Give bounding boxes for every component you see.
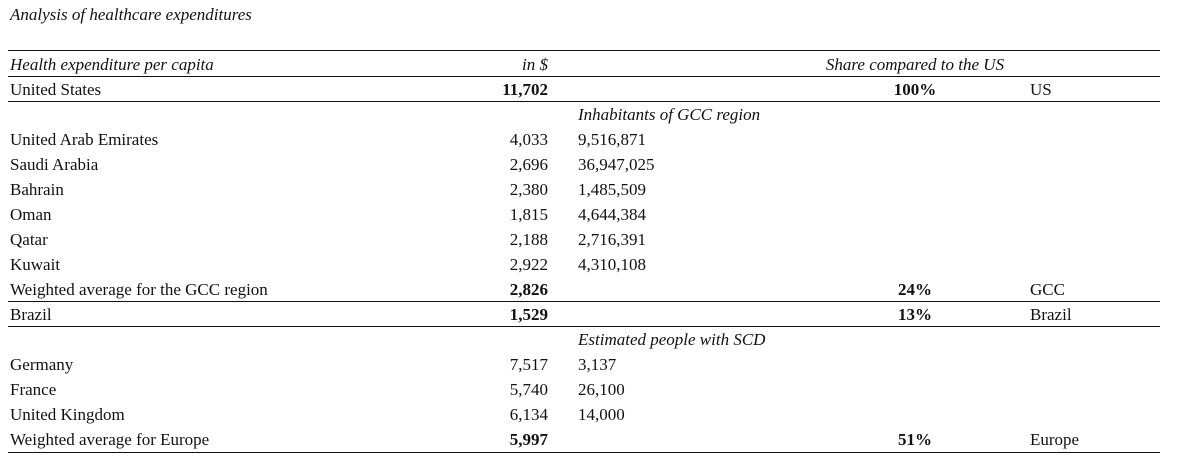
europe-average-share: 51% [898,430,932,449]
row-brazil-region: Brazil [1030,305,1072,324]
table-row-country: Oman [10,205,52,224]
table-row-value: 7,517 [509,355,548,374]
header-bottom-rule [8,76,1160,77]
document-title: Analysis of healthcare expenditures [10,5,252,24]
table-row-value: 2,696 [509,155,548,174]
table-row-country: United Arab Emirates [10,130,159,149]
table-row-inhabitants: 9,516,871 [578,130,646,149]
table-row-value: 4,033 [509,130,548,149]
header-currency-label: in $ [522,55,548,74]
table-row-inhabitants: 1,485,509 [578,180,646,199]
table-row-scd: 3,137 [578,355,617,374]
header-top-rule [8,50,1160,51]
europe-average-value: 5,997 [509,430,548,449]
table-row-value: 5,740 [509,380,548,399]
gcc-rule [8,301,1160,302]
table-row-country: Bahrain [10,180,64,199]
row-us-share: 100% [893,80,937,99]
table-row-scd: 14,000 [578,405,625,424]
gcc-average-share: 24% [898,280,932,299]
row-brazil-value: 1,529 [509,305,548,324]
table-row-value: 2,922 [509,255,548,274]
gcc-average-label: Weighted average for the GCC region [10,280,268,299]
table-row-country: United Kingdom [10,405,125,424]
table-row-inhabitants: 4,644,384 [578,205,646,224]
europe-average-label: Weighted average for Europe [10,430,210,449]
europe-rule [8,452,1160,453]
table-row-country: Germany [10,355,74,374]
table-row-inhabitants: 36,947,025 [578,155,655,174]
row-us-region: US [1030,80,1052,99]
header-share-label: Share compared to the US [825,55,1005,74]
table-row-value: 2,188 [509,230,548,249]
brazil-rule [8,326,1160,327]
row-brazil-share: 13% [898,305,932,324]
table-row-inhabitants: 2,716,391 [578,230,646,249]
table-row-country: Kuwait [10,255,61,274]
row-brazil-country: Brazil [10,305,52,324]
header-expenditure-label: Health expenditure per capita [10,55,214,74]
row-us-value: 11,702 [502,80,548,99]
table-row-inhabitants: 4,310,108 [578,255,646,274]
table-row-value: 2,380 [509,180,548,199]
gcc-average-region: GCC [1030,280,1065,299]
table-row-value: 1,815 [509,205,548,224]
table-row-value: 6,134 [509,405,548,424]
europe-subheader: Estimated people with SCD [578,330,766,349]
row-us-country: United States [10,80,102,99]
gcc-subheader: Inhabitants of GCC region [578,105,761,124]
table-row-country: Qatar [10,230,48,249]
table-row-scd: 26,100 [578,380,625,399]
table-row-country: France [10,380,57,399]
europe-average-region: Europe [1030,430,1080,449]
gcc-average-value: 2,826 [509,280,548,299]
table-row-country: Saudi Arabia [10,155,99,174]
us-rule [8,101,1160,102]
